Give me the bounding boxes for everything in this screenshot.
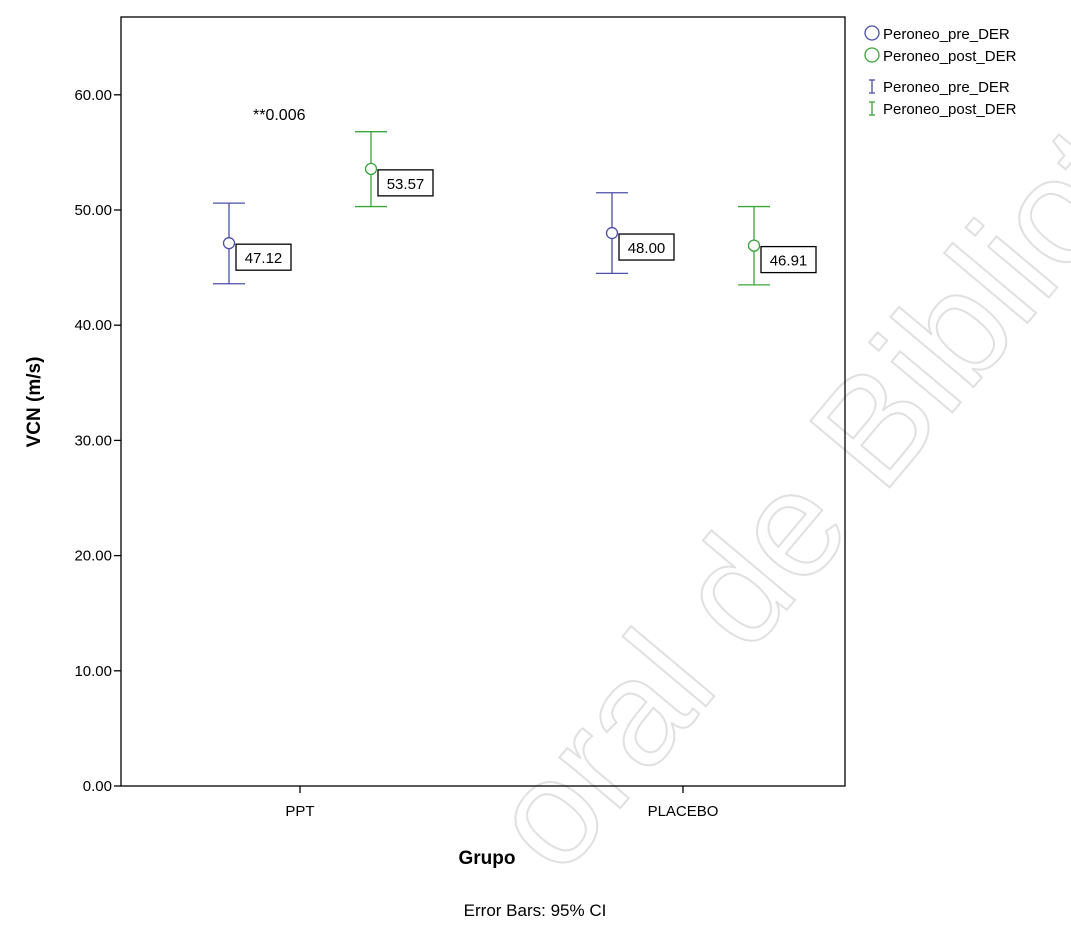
legend-errorbar-label: Peroneo_pre_DER: [883, 79, 1010, 96]
error-bar-group: 48.00: [596, 192, 675, 275]
error-bar-group: 47.12: [213, 202, 292, 285]
legend-marker-label: Peroneo_pre_DER: [883, 26, 1010, 43]
legend-errorbar-label: Peroneo_post_DER: [883, 101, 1017, 118]
data-label: 48.00: [628, 240, 666, 257]
x-axis: PPT PLACEBO: [285, 786, 718, 820]
y-axis: 0.00 10.00 20.00 30.00 40.00 50.00 60.00: [74, 87, 121, 795]
error-bar-group: 53.57: [355, 131, 434, 208]
y-tick-label: 40.00: [74, 317, 112, 334]
y-tick-label: 0.00: [83, 778, 112, 795]
significance-annotation: **0.006: [253, 107, 306, 124]
mean-marker: [605, 226, 619, 240]
y-tick-label: 20.00: [74, 548, 112, 565]
data-marks: 47.12 48.00 53.57 46.91: [213, 131, 817, 286]
data-label-box: [760, 245, 817, 274]
mean-marker: [222, 237, 236, 250]
data-label-box: [618, 233, 675, 261]
x-axis-title: Grupo: [459, 848, 516, 869]
legend-marker-symbol: [864, 47, 880, 63]
legend-marker-label: Peroneo_post_DER: [883, 48, 1017, 65]
data-label: 46.91: [770, 253, 808, 270]
footnote: Error Bars: 95% CI: [464, 901, 607, 920]
y-tick-label: 30.00: [74, 432, 112, 449]
mean-marker: [364, 162, 378, 176]
y-tick-label: 60.00: [74, 87, 112, 104]
x-tick-label: PPT: [285, 803, 314, 820]
x-tick-label: PLACEBO: [648, 803, 719, 820]
legend: Peroneo_pre_DER Peroneo_post_DER Peroneo_p…: [864, 25, 1017, 118]
data-label-box: [235, 243, 292, 271]
plot-area-frame: [120, 16, 846, 787]
legend-marker-symbol: [864, 25, 880, 41]
data-label: 47.12: [245, 250, 283, 267]
y-tick-label: 50.00: [74, 202, 112, 219]
y-axis-title: VCN (m/s): [24, 357, 45, 448]
data-label: 53.57: [387, 176, 425, 193]
y-tick-label: 10.00: [74, 663, 112, 680]
data-label-box: [377, 169, 434, 197]
watermark: oral de Bibliotecas: [455, 0, 1071, 902]
error-bar-group: 46.91: [738, 205, 817, 286]
watermark-text: oral de Bibliotecas: [456, 0, 1071, 901]
mean-marker: [747, 239, 761, 252]
